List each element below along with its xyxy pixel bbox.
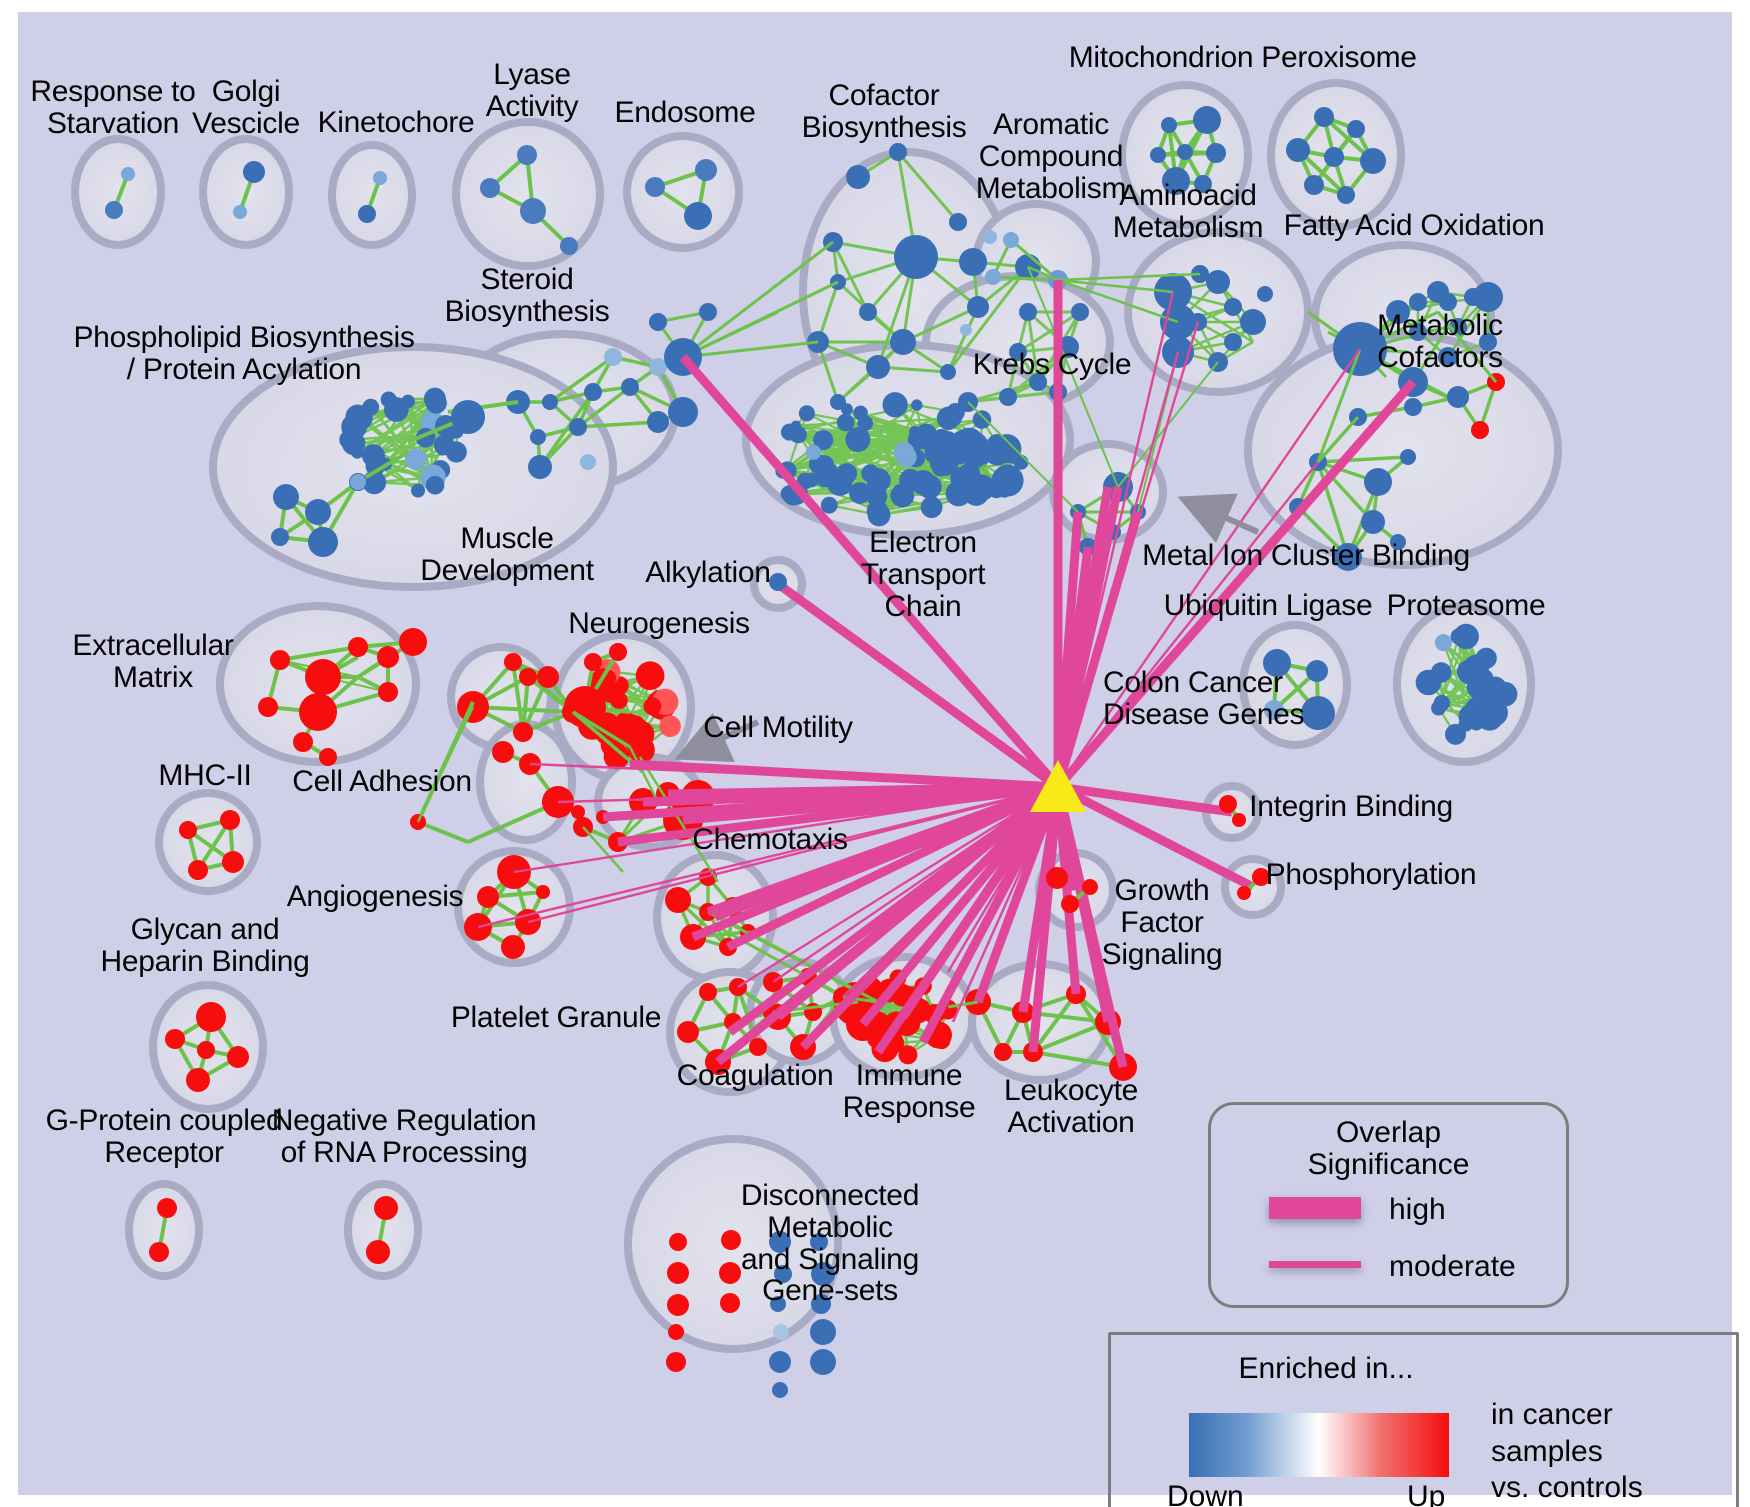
network-aromatic-compound-metabolism <box>985 232 1068 290</box>
network-fatty-acid-oxidation <box>1386 281 1503 367</box>
cluster-label-coagulation: Coagulation <box>676 1059 834 1092</box>
cluster-label-metabolic-cofactors: Metabolic Cofactors <box>1377 309 1503 374</box>
network-cofactor-biosynthesis <box>807 143 1041 410</box>
cluster-label-chemotaxis: Chemotaxis <box>692 823 848 856</box>
cluster-label-cofactor-biosynthesis: Cofactor Biosynthesis <box>801 79 967 144</box>
cluster-label-electron-transport-chain: Electron Transport Chain <box>860 526 986 623</box>
cluster-label-muscle-development: Muscle Development <box>420 522 594 587</box>
cluster-label-peroxisome: Peroxisome <box>1261 41 1417 74</box>
cluster-label-metal-ion-cluster-binding: Metal Ion Cluster Binding <box>1142 539 1470 572</box>
cluster-label-response-to-starvation: Response to Starvation <box>30 75 196 140</box>
cluster-label-proteasome: Proteasome <box>1386 589 1546 622</box>
enrichment-color-gradient <box>1189 1413 1449 1477</box>
network-proteasome <box>1415 623 1518 745</box>
gradient-high-label: Up <box>1407 1480 1446 1507</box>
network-endosome <box>645 159 717 230</box>
network-bridge-steroid <box>649 240 839 376</box>
legend-overlap-significance: Overlap Significance high moderate <box>1208 1102 1569 1308</box>
network-aminoacid-metabolism <box>1154 265 1273 372</box>
cluster-label-cell-motility: Cell Motility <box>703 711 853 744</box>
cluster-metabolic-cofactors <box>1244 331 1562 569</box>
network-golgi-vescicle <box>233 161 265 219</box>
network-growth-factor-signaling <box>1046 867 1098 913</box>
network-extracellular-matrix <box>258 628 427 766</box>
network-g-protein-coupled-receptor <box>149 1198 177 1262</box>
network-lyase-activity <box>480 145 578 255</box>
network-integrin-binding <box>1219 795 1246 827</box>
network-phospholipid-biosynthesis <box>271 387 519 557</box>
network-peroxisome <box>1286 107 1386 204</box>
arrow-metal-ion-cluster-binding <box>1177 493 1260 544</box>
cluster-label-integrin-binding: Integrin Binding <box>1249 790 1453 823</box>
network-alkylation <box>769 573 787 591</box>
gradient-low-label: Down <box>1167 1480 1244 1507</box>
cluster-endosome <box>623 132 743 252</box>
network-mitochondrion <box>1150 106 1226 195</box>
legend-high-label: high <box>1389 1193 1446 1226</box>
cluster-label-phosphorylation: Phosphorylation <box>1265 858 1477 891</box>
cluster-networks <box>258 143 1518 1398</box>
cluster-label-g-protein-coupled-receptor: G-Protein coupled Receptor <box>45 1104 283 1169</box>
cluster-label-leukocyte-activation: Leukocyte Activation <box>1003 1074 1139 1139</box>
hub-triangle <box>1030 760 1086 812</box>
cluster-response-to-starvation <box>71 135 165 249</box>
network-glycan-heparin-binding <box>165 1002 249 1092</box>
network-negative-regulation-rna-processing <box>366 1196 398 1264</box>
legend-moderate-swatch <box>1269 1261 1361 1268</box>
cluster-label-growth-factor-signaling: Growth Factor Signaling <box>1101 874 1223 971</box>
cluster-label-fatty-acid-oxidation: Fatty Acid Oxidation <box>1283 209 1545 242</box>
network-neurogenesis <box>564 643 681 770</box>
network-mhc-ii <box>179 810 244 880</box>
cluster-label-angiogenesis: Angiogenesis <box>286 880 464 913</box>
hub-label: Colon Cancer Disease Genes <box>1103 666 1305 731</box>
legend-high-swatch <box>1269 1197 1361 1219</box>
legend-enriched-side-text: in cancer samples vs. controls <box>1491 1398 1643 1505</box>
cluster-label-cell-adhesion: Cell Adhesion <box>292 765 472 798</box>
cluster-label-steroid-biosynthesis: Steroid Biosynthesis <box>444 263 610 328</box>
network-ubiquitin-ligase <box>1263 649 1335 730</box>
network-electron-transport-chain <box>775 392 1029 527</box>
cluster-label-ubiquitin-ligase: Ubiquitin Ligase <box>1163 589 1373 622</box>
cluster-label-neurogenesis: Neurogenesis <box>568 607 750 640</box>
cluster-label-endosome: Endosome <box>614 96 756 129</box>
network-disconnected-gene-sets <box>666 1230 836 1398</box>
cluster-label-aminoacid-metabolism: Aminoacid Metabolism <box>1112 179 1264 244</box>
cluster-label-kinetochore: Kinetochore <box>317 106 475 139</box>
network-phosphorylation <box>1237 868 1270 900</box>
cluster-label-extracellular-matrix: Extracellular Matrix <box>72 629 234 694</box>
cluster-label-glycan-heparin-binding: Glycan and Heparin Binding <box>100 913 310 978</box>
cluster-label-immune-response: Immune Response <box>842 1059 976 1124</box>
inter-cluster-green-edges <box>416 265 1498 1014</box>
cluster-label-krebs-cycle: Krebs Cycle <box>972 348 1132 381</box>
network-response-to-starvation <box>105 167 135 219</box>
legend-overlap-title: Overlap Significance <box>1307 1116 1470 1182</box>
cluster-label-platelet-granule: Platelet Granule <box>450 1001 662 1034</box>
cluster-label-mitochondrion: Mitochondrion <box>1068 41 1254 74</box>
cluster-label-alkylation: Alkylation <box>645 556 771 589</box>
cluster-label-mhc-ii: MHC-II <box>158 759 252 792</box>
legend-enriched-title: Enriched in... <box>1238 1352 1414 1385</box>
hub-significance-edges <box>477 280 1417 1069</box>
annotation-arrows <box>674 493 1260 762</box>
cluster-lyase-activity <box>452 118 604 270</box>
legend-enriched-in: Enriched in... Down Up in cancer samples… <box>1108 1332 1739 1507</box>
legend-moderate-label: moderate <box>1389 1250 1516 1283</box>
cluster-label-negative-regulation-rna-processing: Negative Regulation of RNA Processing <box>271 1104 537 1169</box>
cluster-label-aromatic-compound-metabolism: Aromatic Compound Metabolism <box>975 108 1127 205</box>
arrow-cell-motility <box>674 712 760 762</box>
network-graphics <box>71 79 1562 1398</box>
network-canvas: Response to Starvation Golgi Vescicle Kine… <box>18 12 1739 1507</box>
cluster-label-lyase-activity: Lyase Activity <box>485 58 579 123</box>
cluster-label-phospholipid-biosynthesis: Phospholipid Biosynthesis / Protein Acyl… <box>73 321 415 386</box>
cluster-label-disconnected-gene-sets: Disconnected Metabolic and Signaling Gen… <box>740 1179 920 1308</box>
cluster-label-golgi-vescicle: Golgi Vescicle <box>192 75 300 140</box>
network-kinetochore <box>358 171 387 223</box>
network-steroid-biosynthesis <box>506 348 698 479</box>
